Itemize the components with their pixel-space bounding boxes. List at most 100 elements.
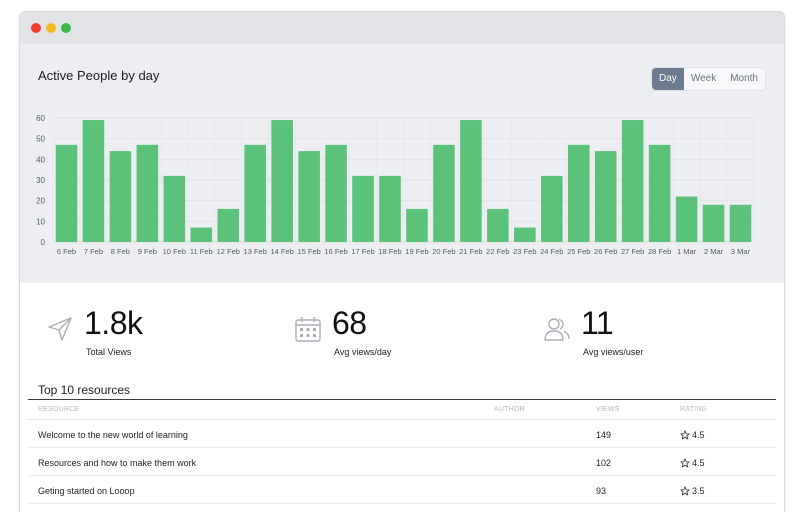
users-icon [544,318,570,341]
bar [298,151,320,242]
x-tick-label: 25 Feb [567,247,590,256]
x-tick-label: 15 Feb [297,247,320,256]
bar [621,120,644,242]
maximize-window-button[interactable] [61,23,71,33]
bar [567,144,590,242]
x-tick-label: 22 Feb [486,247,509,256]
x-tick-label: 7 Feb [84,247,103,256]
rating-value: 3.5 [692,486,705,496]
chart-title: Active People by day [38,68,160,83]
bar [136,144,159,242]
rating-value: 4.5 [692,458,705,468]
stats-row: 1.8k Total Views 68 Avg views/day [20,283,784,373]
table-row[interactable]: Resources and how to make them work 102 … [28,448,776,476]
column-rating[interactable]: RATING [680,406,708,413]
bar [325,144,347,242]
stat-value: 1.8k [84,305,143,341]
y-tick-label: 20 [36,197,45,206]
y-tick-label: 0 [41,238,46,247]
range-toggle: Day Week Month [652,68,765,90]
x-tick-label: 3 Mar [731,247,751,256]
x-tick-label: 23 Feb [513,247,536,256]
resource-views: 93 [596,486,607,496]
bar [594,151,617,242]
send-icon [48,317,72,341]
stat-label: Avg views/user [583,347,644,357]
x-tick-label: 10 Feb [163,247,186,256]
bar [244,144,266,242]
bar [379,175,401,242]
bar [514,227,536,242]
x-tick-label: 21 Feb [459,247,482,256]
x-tick-label: 2 Mar [704,247,724,256]
bar [541,175,563,242]
bar [163,175,186,242]
x-tick-label: 26 Feb [594,247,617,256]
rating-value: 4.5 [692,430,705,440]
x-tick-label: 17 Feb [351,247,374,256]
range-week-button[interactable]: Week [690,73,717,84]
resources-title: Top 10 resources [38,383,131,397]
column-author[interactable]: AUTHOR [494,406,525,413]
resource-name[interactable]: Welcome to the new world of learning [38,430,188,440]
table-row[interactable]: Welcome to the new world of learning 149… [28,420,776,448]
column-resource[interactable]: RESOURCE [38,406,80,413]
x-tick-label: 20 Feb [432,247,455,256]
table-header: RESOURCE AUTHOR VIEWS RATING [28,399,776,420]
resource-rating: 4.5 [680,458,705,468]
resources-table: RESOURCE AUTHOR VIEWS RATING Welcome to … [28,399,776,504]
bar [433,144,455,242]
resource-name[interactable]: Resources and how to make them work [38,458,197,468]
x-tick-label: 1 Mar [677,247,697,256]
x-tick-label: 13 Feb [244,247,267,256]
bar [406,208,428,242]
x-tick-label: 24 Feb [540,247,563,256]
x-tick-label: 27 Feb [621,247,644,256]
x-tick-label: 16 Feb [324,247,347,256]
bar [271,120,293,242]
bar [648,144,671,242]
stat-label: Avg views/day [334,347,392,357]
y-tick-label: 10 [36,217,45,226]
y-tick-label: 50 [36,135,45,144]
x-tick-label: 19 Feb [405,247,428,256]
stat-value: 11 [581,305,614,341]
star-icon [680,486,690,496]
x-tick-label: 8 Feb [111,247,130,256]
x-tick-label: 18 Feb [378,247,401,256]
y-tick-label: 40 [36,155,45,164]
column-views[interactable]: VIEWS [596,406,620,413]
resource-name[interactable]: Geting started on Looop [38,486,135,496]
x-tick-label: 12 Feb [217,247,240,256]
active-people-bar-chart: 0 10 20 30 40 50 60 6 Feb 7 Feb 8 Feb 9 Feb 10 Feb 1… [36,114,755,256]
range-day-button[interactable]: Day [652,68,684,90]
bar [190,227,213,242]
stat-label: Total Views [86,347,132,357]
close-window-button[interactable] [31,23,41,33]
calendar-icon [295,317,321,342]
chart-panel: Active People by day Day Week Month 0 10 2… [20,44,784,283]
stat-value: 68 [332,305,367,341]
bar [729,204,752,242]
bar [675,196,698,242]
bar [487,208,509,242]
x-tick-label: 28 Feb [648,247,671,256]
bar [460,120,482,242]
x-tick-label: 14 Feb [270,247,293,256]
x-tick-label: 6 Feb [57,247,76,256]
bar [82,120,105,242]
app-window: Active People by day Day Week Month 0 10 2… [20,12,784,512]
bar [352,175,374,242]
minimize-window-button[interactable] [46,23,56,33]
resource-views: 102 [596,458,612,468]
resource-rating: 3.5 [680,486,705,496]
y-tick-label: 30 [36,176,45,185]
resource-rating: 4.5 [680,430,705,440]
x-tick-label: 11 Feb [190,247,213,256]
bar [109,151,132,242]
range-month-button[interactable]: Month [730,73,758,84]
star-icon [680,458,690,468]
bar [217,208,240,242]
star-icon [680,430,690,440]
bar [55,144,78,242]
